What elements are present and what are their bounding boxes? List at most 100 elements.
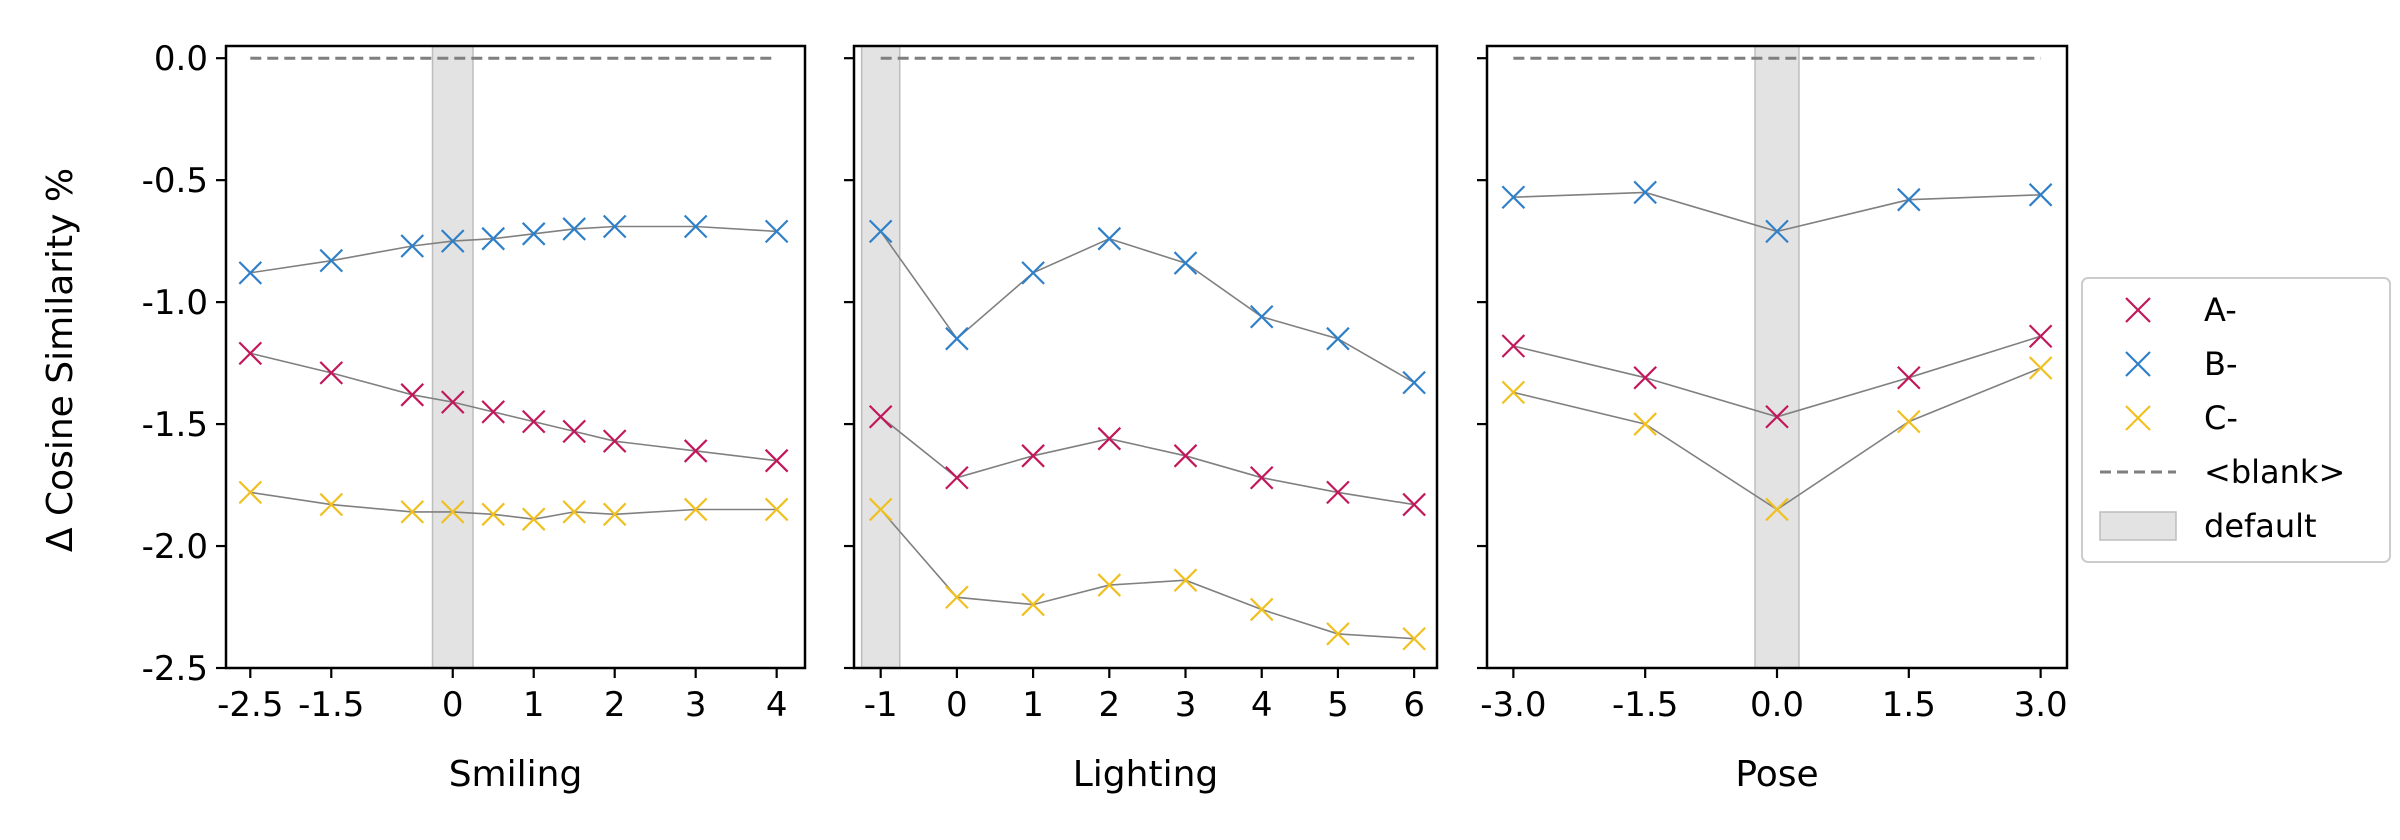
marker-stroke: [602, 502, 627, 527]
x-tick-label: 0: [946, 685, 968, 725]
marker-stroke: [440, 500, 465, 524]
x-tick-label: 5: [1327, 685, 1349, 725]
x-tick-label: 1: [523, 685, 545, 725]
marker-stroke: [1402, 492, 1426, 517]
legend-entry-B: B-: [2125, 345, 2238, 383]
x-tick-label: 2: [604, 685, 626, 725]
data-point-a: [602, 429, 627, 453]
marker-stroke: [481, 400, 506, 424]
default-band: [1754, 46, 1800, 668]
marker-stroke: [400, 500, 425, 524]
legend-entry-default: default: [2099, 507, 2317, 545]
x-tick-label: 0.0: [1750, 685, 1804, 725]
data-point-c: [1097, 573, 1122, 597]
marker-stroke: [1501, 380, 1526, 405]
marker-stroke: [683, 439, 708, 463]
y-tick-label: -0.5: [142, 161, 208, 201]
default-band: [860, 46, 901, 668]
data-point-c: [481, 502, 506, 527]
marker-stroke: [562, 419, 586, 444]
plot-area: [238, 46, 789, 668]
legend-label: default: [2204, 507, 2317, 545]
marker-stroke: [945, 326, 969, 351]
panel-pose: -3.0 -1.5 0.0 1.5 3.0 Pose: [1477, 44, 2069, 795]
legend-label: B-: [2204, 345, 2238, 383]
marker-stroke: [238, 480, 263, 505]
marker-stroke: [1633, 365, 1657, 390]
data-point-b: [868, 219, 893, 244]
legend-patch: [2099, 511, 2177, 541]
data-point-a: [562, 419, 586, 444]
data-point-b: [2028, 183, 2053, 207]
legend-entry-C: C-: [2125, 399, 2238, 437]
legend-entry-blank: <blank>: [2100, 453, 2345, 491]
series-line-b: [250, 225, 777, 274]
y-tick-label: -1.0: [142, 283, 208, 323]
marker-stroke: [602, 214, 627, 239]
data-point-b: [602, 214, 627, 239]
data-point-b: [1897, 187, 1921, 212]
data-point-c: [400, 500, 425, 524]
series-line-c: [880, 508, 1415, 640]
marker-stroke: [1897, 409, 1921, 434]
data-point-b: [1173, 251, 1198, 275]
marker-stroke: [1326, 326, 1350, 351]
data-point-a: [1402, 492, 1426, 517]
data-point-c: [1633, 412, 1657, 436]
marker-stroke: [1633, 412, 1657, 436]
marker-stroke: [1097, 573, 1122, 597]
marker-stroke: [319, 361, 344, 385]
x-tick-label: 1.5: [1882, 685, 1936, 725]
series-line-a: [250, 352, 777, 462]
marker-stroke: [1501, 334, 1526, 358]
legend-entry-A: A-: [2125, 291, 2237, 329]
marker-stroke: [683, 497, 708, 522]
marker-stroke: [400, 234, 425, 258]
data-point-a: [1501, 334, 1526, 358]
marker-stroke: [2028, 356, 2053, 380]
data-point-b: [1501, 185, 1526, 210]
marker-stroke: [1173, 568, 1198, 592]
data-point-c: [945, 585, 969, 610]
data-point-a: [1021, 444, 1045, 468]
data-point-b: [440, 229, 465, 253]
legend-label: A-: [2204, 291, 2237, 329]
data-point-c: [1173, 568, 1198, 592]
marker-stroke: [1633, 180, 1657, 205]
data-point-b: [1021, 261, 1045, 285]
data-point-c: [238, 480, 263, 505]
legend-marker: [2125, 297, 2151, 323]
y-tick-label: 0.0: [154, 39, 208, 79]
data-point-a: [1249, 465, 1274, 490]
marker-stroke: [440, 390, 465, 414]
y-tick-label: -2.0: [142, 527, 208, 567]
x-tick-label: 1: [1022, 685, 1044, 725]
y-tick-label: -2.5: [142, 649, 208, 689]
marker-stroke: [481, 502, 506, 527]
marker-stroke: [521, 507, 546, 531]
data-point-a: [1765, 404, 1789, 429]
data-point-b: [1326, 326, 1350, 351]
panels: 0.0 -0.5 -1.0 -1.5 -2.0 -2.5-2.5 -1.5 0 1 2 3 4 Smil…: [142, 39, 2069, 795]
marker-stroke: [868, 219, 893, 244]
series-line-c: [250, 491, 777, 521]
marker-stroke: [1249, 465, 1274, 490]
plot-area: [1501, 46, 2053, 668]
marker-stroke: [481, 226, 506, 251]
data-point-c: [764, 497, 789, 522]
marker-stroke: [602, 429, 627, 453]
marker-stroke: [1765, 404, 1789, 429]
panel-frame: [224, 44, 807, 670]
data-point-b: [562, 217, 586, 241]
data-point-b: [1633, 180, 1657, 205]
data-point-a: [1633, 365, 1657, 390]
legend-frame: [2081, 277, 2391, 563]
x-tick-label: -1.5: [1612, 685, 1678, 725]
data-point-a: [868, 404, 893, 429]
marker-stroke: [562, 217, 586, 241]
marker-stroke: [238, 261, 263, 285]
data-point-b: [945, 326, 969, 351]
data-point-a: [319, 361, 344, 385]
